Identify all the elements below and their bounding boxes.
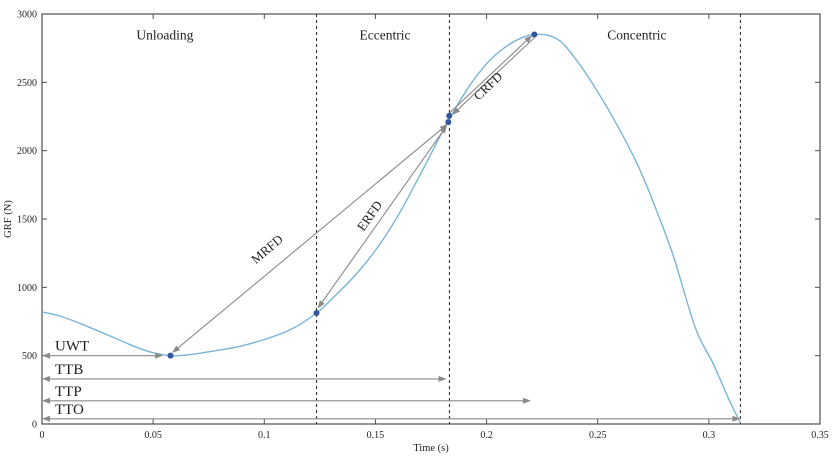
erfd-label: ERFD (354, 198, 385, 234)
data-point-marker (531, 31, 538, 38)
data-point-marker (167, 352, 174, 359)
x-tick-label: 0.3 (703, 430, 716, 441)
x-tick-label: 0.25 (589, 430, 607, 441)
phase-label: Unloading (136, 28, 193, 43)
phase-label: Concentric (607, 28, 666, 43)
phase-labels: Unloading Eccentric Concentric (136, 28, 666, 43)
mrfd-label: MRFD (248, 231, 286, 266)
data-point-marker (313, 310, 320, 317)
ttp-arrow-head (42, 397, 50, 404)
x-tick-label: 0.1 (258, 430, 271, 441)
ttb-arrow-head (438, 375, 447, 382)
plot-border (41, 13, 821, 425)
tto-label: TTO (55, 402, 84, 418)
mrfd-arrow-line (176, 127, 444, 350)
ttp-arrow-head (523, 397, 532, 404)
tick-labels: 0 0.05 0.1 0.15 0.2 0.25 0.3 0.35 0 500 1000 1500 20… (17, 10, 829, 442)
crfd-arrow-line (456, 37, 535, 112)
uwt-label: UWT (55, 339, 89, 355)
uwt-arrow-head (155, 352, 164, 359)
data-point-marker (445, 118, 452, 125)
ttb-arrow-head (42, 375, 50, 382)
crfd-arrow-head (452, 107, 460, 115)
x-axis-label: Time (s) (413, 443, 449, 454)
y-axis-label: GRF (N) (3, 200, 14, 238)
x-tick-label: 0.2 (480, 430, 493, 441)
data-markers (167, 31, 538, 359)
ttp-label: TTP (55, 384, 82, 400)
erfd-arrow-head (317, 300, 325, 309)
crfd-arrow-line (449, 39, 529, 114)
axes-frame (41, 13, 821, 425)
y-tick-label: 1500 (17, 215, 37, 226)
x-tick-label: 0.15 (367, 430, 385, 441)
grf-curve (41, 33, 742, 424)
x-tick-label: 0.35 (811, 430, 829, 441)
tto-arrow-head (732, 415, 741, 422)
mrfd-arrow-head (172, 345, 181, 353)
erfd-arrow-head (439, 125, 448, 134)
annotations: MRFD ERFD CRFD UWT TTB TTP TTO (42, 35, 741, 422)
y-tick-label: 1000 (17, 283, 37, 294)
ttb-label: TTB (55, 362, 83, 378)
y-tick-label: 3000 (17, 10, 37, 21)
grf-curve-path (41, 33, 742, 424)
y-tick-label: 500 (22, 351, 37, 362)
y-tick-label: 2500 (17, 78, 37, 89)
crfd-arrow-head (524, 35, 533, 44)
phase-label: Eccentric (360, 28, 411, 43)
x-tick-label: 0 (40, 430, 45, 441)
y-tick-label: 0 (32, 420, 37, 431)
data-point-marker (446, 112, 453, 119)
crfd-label: CRFD (470, 69, 505, 103)
uwt-arrow-head (42, 352, 50, 359)
tto-arrow-head (42, 415, 50, 422)
y-tick-label: 2000 (17, 146, 37, 157)
erfd-arrow-line (320, 129, 444, 304)
x-tick-label: 0.05 (144, 430, 162, 441)
phase-boundary-lines (315, 14, 741, 424)
